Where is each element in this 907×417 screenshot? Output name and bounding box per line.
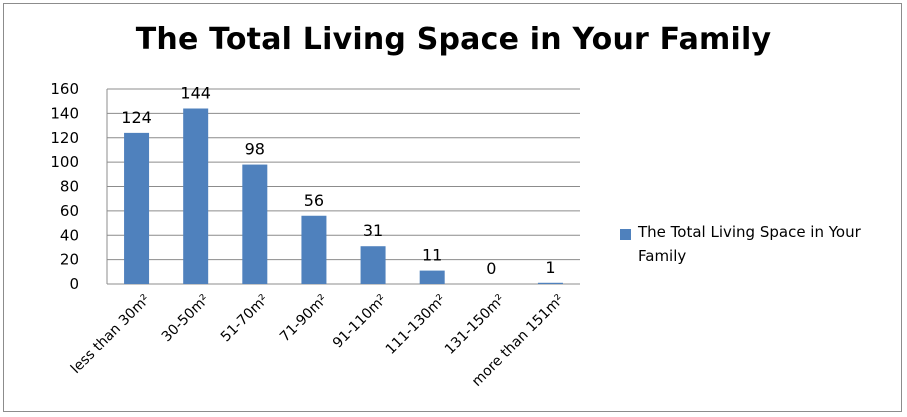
x-tick-label: 71-90m² — [277, 292, 331, 346]
data-label: 0 — [486, 259, 496, 278]
y-tick-label: 60 — [60, 202, 79, 220]
y-tick-label: 100 — [50, 153, 79, 171]
data-label: 31 — [363, 221, 383, 240]
chart-title: The Total Living Space in Your Family — [135, 22, 772, 57]
y-tick-label: 140 — [50, 104, 79, 122]
bar — [242, 164, 268, 284]
y-tick-label: 0 — [69, 275, 79, 293]
data-label: 124 — [121, 108, 152, 127]
y-tick-label: 40 — [60, 226, 79, 244]
y-tick-label: 80 — [60, 178, 79, 196]
y-tick-label: 160 — [50, 80, 79, 98]
x-tick-label: 91-110m² — [330, 292, 390, 352]
bar — [360, 246, 386, 284]
data-label: 11 — [422, 246, 442, 265]
x-tick-label: 111-130m² — [383, 292, 449, 358]
x-tick-label: 30-50m² — [159, 292, 213, 346]
legend-entry-label: The Total Living Space in Your Family — [638, 223, 861, 265]
bar — [419, 270, 445, 284]
legend-swatch — [620, 229, 631, 240]
bar — [183, 108, 209, 284]
x-tick-label: 51-70m² — [218, 292, 272, 346]
data-label: 1 — [545, 258, 555, 277]
data-label: 144 — [180, 84, 211, 103]
chart-frame — [3, 3, 902, 412]
bar — [124, 132, 150, 284]
y-tick-label: 20 — [60, 251, 79, 269]
bar — [537, 282, 563, 284]
x-tick-label: less than 30m² — [68, 292, 153, 377]
bar — [301, 215, 327, 284]
data-label: 98 — [245, 140, 265, 159]
y-tick-label: 120 — [50, 129, 79, 147]
data-label: 56 — [304, 191, 324, 210]
x-tick-label: 131-150m² — [442, 292, 508, 358]
